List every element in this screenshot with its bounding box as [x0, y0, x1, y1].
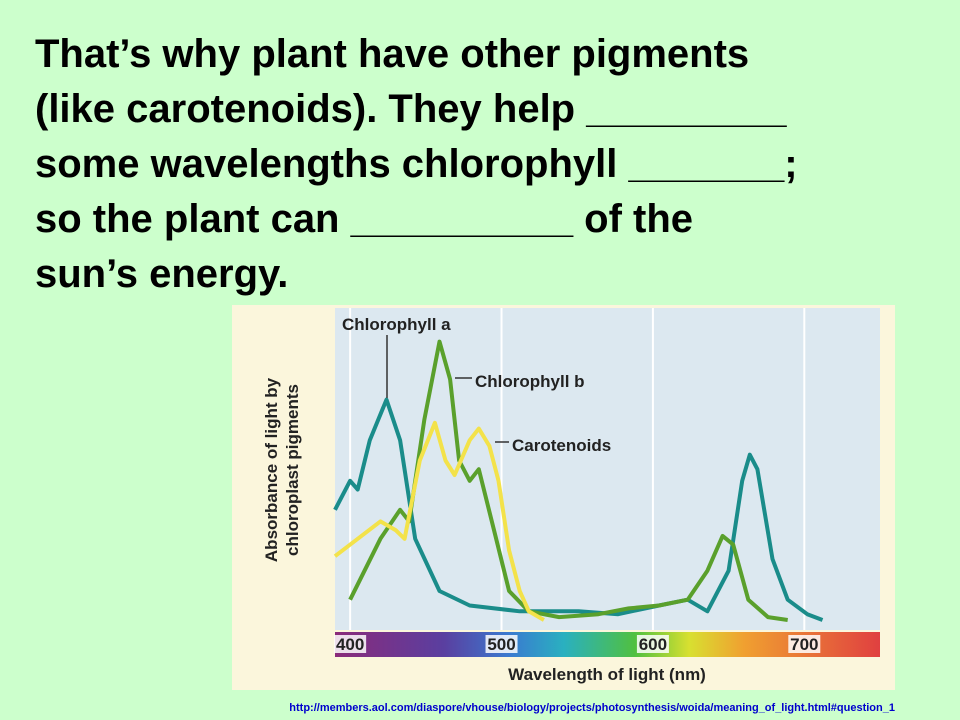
text-line: sun’s energy.: [35, 252, 288, 296]
tick-box: [485, 635, 518, 653]
series-line: [348, 339, 788, 622]
slide-text: That’s why plant have other pigments (lik…: [35, 32, 798, 296]
plot: 400 500 600 700 Chlorophyll a Chlorophyll b Ca…: [333, 308, 824, 654]
plot-bg: [335, 308, 880, 630]
series-label: Carotenoids: [512, 436, 611, 455]
text-line: That’s why plant have other pigments: [35, 32, 749, 76]
series-line: [333, 397, 824, 622]
tick-box: [636, 635, 669, 653]
series-label: Chlorophyll a: [342, 315, 451, 334]
x-tick-label: 600: [639, 635, 667, 654]
y-axis-label: chloroplast pigments: [283, 384, 302, 556]
text-line: (like carotenoids). They help _________: [35, 87, 787, 131]
x-tick-label: 700: [790, 635, 818, 654]
text-line: so the plant can __________ of the: [35, 197, 693, 241]
source-link[interactable]: http://members.aol.com/diaspore/vhouse/b…: [289, 702, 895, 714]
series-line: [333, 420, 545, 622]
tick-box: [788, 635, 821, 653]
x-tick-label: 500: [487, 635, 515, 654]
x-tick-label: 400: [336, 635, 364, 654]
text-line: some wavelengths chlorophyll _______;: [35, 142, 798, 186]
tick-box: [334, 635, 367, 653]
y-axis-label: Absorbance of light by: [262, 377, 281, 562]
series-label: Chlorophyll b: [475, 372, 585, 391]
x-axis-label: Wavelength of light (nm): [508, 665, 706, 684]
